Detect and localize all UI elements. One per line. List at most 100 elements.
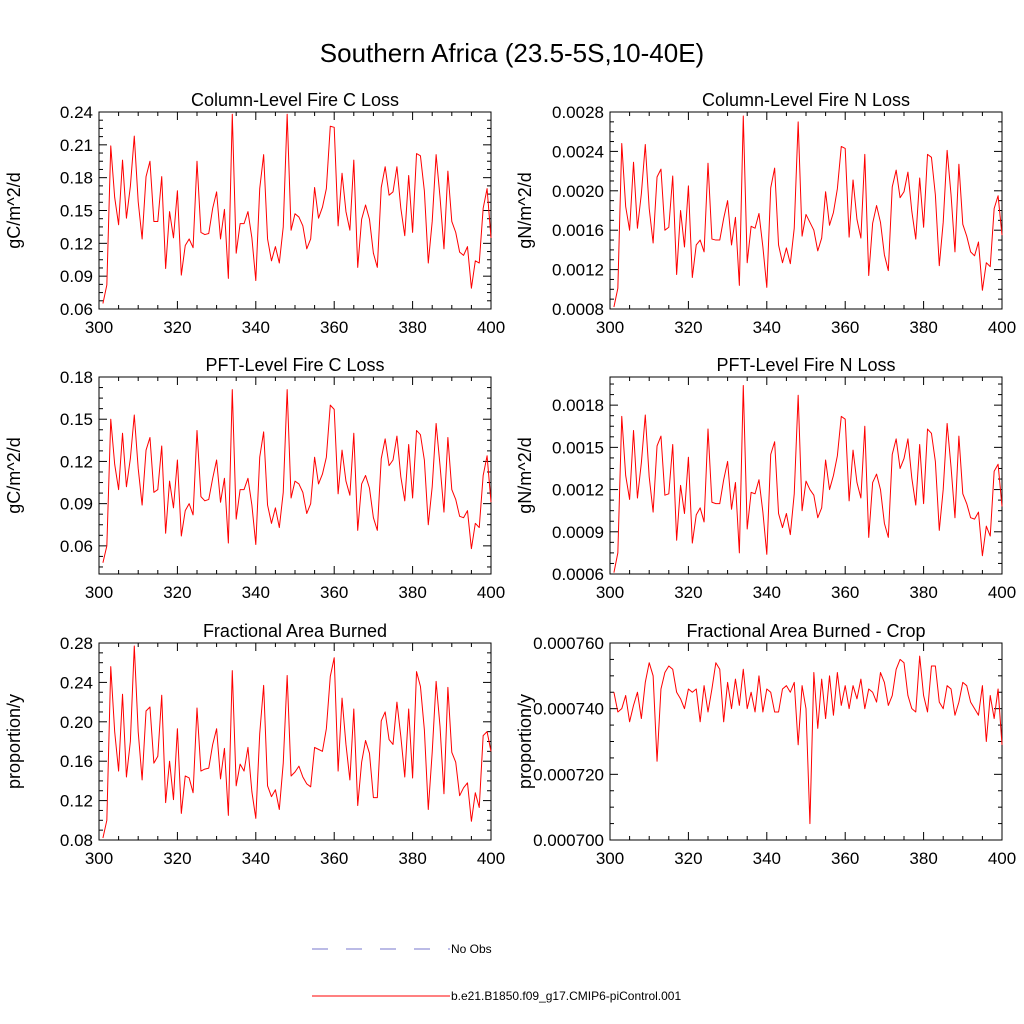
y-tick-label: 0.15	[60, 202, 93, 221]
y-tick-label: 0.24	[60, 103, 93, 122]
x-tick-label: 400	[477, 583, 505, 602]
y-tick-label: 0.20	[60, 713, 93, 732]
plot-frame	[99, 377, 491, 574]
x-tick-label: 400	[988, 583, 1016, 602]
x-tick-label: 400	[477, 849, 505, 868]
y-tick-label: 0.12	[60, 234, 93, 253]
x-tick-label: 300	[596, 583, 624, 602]
legend: No Obs b.e21.B1850.f09_g17.CMIP6-piContr…	[312, 942, 681, 1003]
plot-title: PFT-Level Fire C Loss	[205, 355, 384, 375]
x-tick-label: 300	[85, 318, 113, 337]
x-tick-label: 360	[831, 583, 859, 602]
y-tick-label: 0.0020	[552, 182, 604, 201]
x-tick-label: 380	[909, 583, 937, 602]
x-tick-label: 360	[320, 318, 348, 337]
x-tick-label: 380	[398, 849, 426, 868]
x-tick-label: 360	[320, 583, 348, 602]
series-line-model	[103, 646, 491, 838]
x-tick-label: 300	[85, 849, 113, 868]
y-tick-label: 0.0028	[552, 103, 604, 122]
plot-title: PFT-Level Fire N Loss	[716, 355, 895, 375]
panel-6: Fractional Area Burned - Crop proportion/…	[515, 621, 1016, 868]
x-tick-label: 380	[398, 583, 426, 602]
y-axis-label: gN/m^2/d	[515, 437, 535, 513]
panel-3: PFT-Level Fire C Loss gC/m^2/d 300 320 340 36…	[4, 355, 505, 602]
y-tick-label: 0.0009	[552, 523, 604, 542]
y-tick-label: 0.09	[60, 267, 93, 286]
y-tick-label: 0.0015	[552, 438, 604, 457]
x-tick-label: 400	[477, 318, 505, 337]
x-tick-label: 380	[909, 849, 937, 868]
y-tick-label: 0.0012	[552, 261, 604, 280]
x-tick-label: 360	[831, 318, 859, 337]
x-tick-label: 340	[753, 583, 781, 602]
y-tick-label: 0.0008	[552, 300, 604, 319]
series-line-model	[614, 656, 1002, 823]
y-tick-label: 0.15	[60, 410, 93, 429]
x-tick-label: 320	[674, 849, 702, 868]
main-title: Southern Africa (23.5-5S,10-40E)	[320, 38, 704, 68]
x-tick-label: 320	[163, 849, 191, 868]
y-tick-label: 0.21	[60, 136, 93, 155]
x-tick-label: 320	[163, 583, 191, 602]
y-tick-label: 0.0018	[552, 396, 604, 415]
x-tick-label: 380	[398, 318, 426, 337]
figure: Southern Africa (23.5-5S,10-40E) Column-…	[0, 0, 1024, 1024]
plot-frame	[610, 377, 1002, 574]
series-line-model	[103, 390, 491, 563]
y-tick-label: 0.18	[60, 169, 93, 188]
panel-4: PFT-Level Fire N Loss gN/m^2/d 300 320 340 36…	[515, 355, 1016, 602]
panels: Column-Level Fire C Loss gC/m^2/d 300 320 34…	[4, 90, 1016, 868]
y-tick-label: 0.000760	[533, 634, 604, 653]
y-tick-label: 0.0006	[552, 565, 604, 584]
panel-1: Column-Level Fire C Loss gC/m^2/d 300 320 34…	[4, 90, 505, 337]
y-tick-label: 0.000740	[533, 700, 604, 719]
x-tick-label: 320	[674, 583, 702, 602]
x-tick-label: 340	[242, 849, 270, 868]
y-tick-label: 0.12	[60, 452, 93, 471]
y-tick-label: 0.000720	[533, 765, 604, 784]
legend-model-label: b.e21.B1850.f09_g17.CMIP6-piControl.001	[451, 989, 681, 1003]
x-tick-label: 340	[753, 318, 781, 337]
x-tick-label: 320	[163, 318, 191, 337]
y-axis-label: proportion/y	[4, 694, 24, 789]
x-tick-label: 340	[242, 318, 270, 337]
series-line-model	[614, 116, 1002, 307]
series-line-model	[103, 114, 491, 303]
y-tick-label: 0.08	[60, 831, 93, 850]
y-tick-label: 0.000700	[533, 831, 604, 850]
plot-title: Fractional Area Burned	[203, 621, 387, 641]
plot-title: Column-Level Fire N Loss	[702, 90, 910, 110]
series-line-model	[614, 385, 1002, 572]
x-tick-label: 300	[596, 849, 624, 868]
y-tick-label: 0.12	[60, 792, 93, 811]
legend-no-obs-label: No Obs	[451, 942, 492, 956]
panel-2: Column-Level Fire N Loss gN/m^2/d 300 320 34…	[515, 90, 1016, 337]
plot-frame	[610, 112, 1002, 309]
y-tick-label: 0.06	[60, 300, 93, 319]
y-tick-label: 0.09	[60, 495, 93, 514]
y-axis-label: proportion/y	[515, 694, 535, 789]
plot-frame	[99, 112, 491, 309]
panel-5: Fractional Area Burned proportion/y 300 320…	[4, 621, 505, 868]
y-axis-label: gC/m^2/d	[4, 437, 24, 513]
x-tick-label: 380	[909, 318, 937, 337]
y-tick-label: 0.24	[60, 673, 93, 692]
x-tick-label: 300	[85, 583, 113, 602]
plot-title: Column-Level Fire C Loss	[191, 90, 399, 110]
y-tick-label: 0.0012	[552, 481, 604, 500]
y-tick-label: 0.28	[60, 634, 93, 653]
plot-frame	[99, 643, 491, 840]
x-tick-label: 360	[320, 849, 348, 868]
y-tick-label: 0.0024	[552, 142, 604, 161]
x-tick-label: 400	[988, 318, 1016, 337]
x-tick-label: 360	[831, 849, 859, 868]
plot-title: Fractional Area Burned - Crop	[686, 621, 925, 641]
x-tick-label: 340	[753, 849, 781, 868]
y-axis-label: gC/m^2/d	[4, 172, 24, 248]
y-tick-label: 0.06	[60, 537, 93, 556]
y-tick-label: 0.0016	[552, 221, 604, 240]
x-tick-label: 340	[242, 583, 270, 602]
y-tick-label: 0.16	[60, 752, 93, 771]
x-tick-label: 300	[596, 318, 624, 337]
